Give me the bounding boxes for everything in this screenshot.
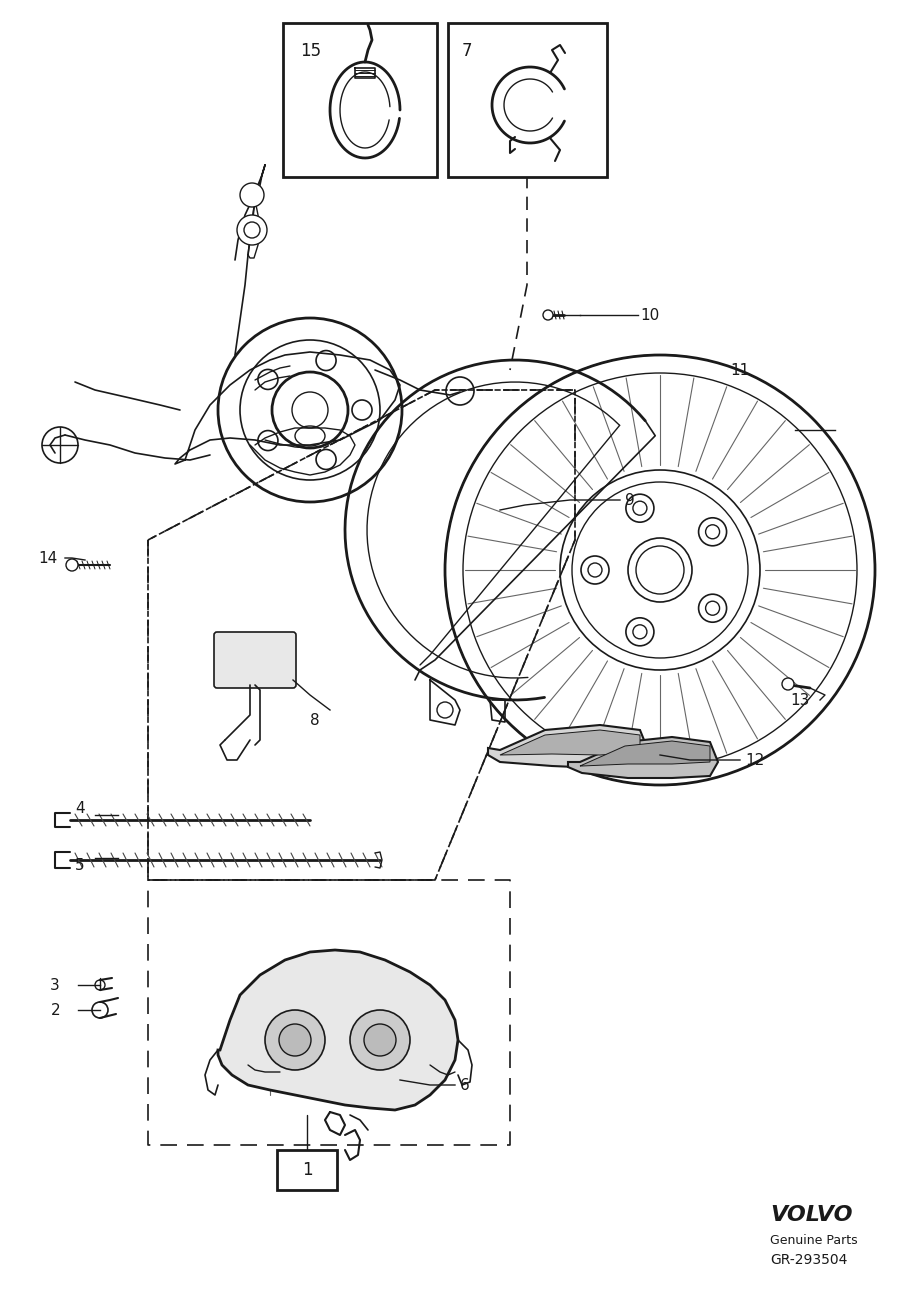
Text: 15: 15 bbox=[300, 42, 321, 60]
Text: GR-293504: GR-293504 bbox=[770, 1254, 847, 1267]
Text: 5: 5 bbox=[75, 857, 85, 873]
Circle shape bbox=[581, 556, 609, 585]
Circle shape bbox=[258, 369, 278, 390]
Circle shape bbox=[626, 494, 654, 522]
FancyBboxPatch shape bbox=[283, 23, 437, 177]
Text: 4: 4 bbox=[75, 800, 85, 816]
Circle shape bbox=[350, 1011, 410, 1070]
Text: VOLVO: VOLVO bbox=[770, 1205, 853, 1225]
Text: 3: 3 bbox=[50, 978, 60, 992]
Circle shape bbox=[699, 594, 727, 622]
Text: 12: 12 bbox=[745, 752, 765, 768]
Circle shape bbox=[265, 1011, 325, 1070]
Text: 7: 7 bbox=[462, 42, 473, 60]
Circle shape bbox=[782, 678, 794, 690]
Circle shape bbox=[92, 1002, 108, 1018]
Circle shape bbox=[240, 183, 264, 207]
Circle shape bbox=[699, 518, 727, 546]
Circle shape bbox=[95, 979, 105, 990]
Circle shape bbox=[66, 559, 78, 572]
Circle shape bbox=[316, 449, 336, 469]
Text: 10: 10 bbox=[640, 308, 660, 322]
Circle shape bbox=[352, 400, 372, 420]
Polygon shape bbox=[488, 725, 648, 768]
Circle shape bbox=[279, 1024, 311, 1056]
Circle shape bbox=[316, 351, 336, 370]
FancyBboxPatch shape bbox=[277, 1150, 337, 1190]
Circle shape bbox=[258, 430, 278, 451]
Polygon shape bbox=[218, 950, 458, 1111]
Text: 14: 14 bbox=[38, 551, 57, 565]
Polygon shape bbox=[500, 730, 640, 755]
FancyBboxPatch shape bbox=[448, 23, 607, 177]
Text: 11: 11 bbox=[730, 362, 749, 378]
Polygon shape bbox=[580, 740, 710, 766]
Text: 1: 1 bbox=[302, 1161, 313, 1179]
Text: 8: 8 bbox=[310, 712, 320, 727]
Circle shape bbox=[543, 310, 553, 320]
Circle shape bbox=[237, 216, 267, 246]
Text: 13: 13 bbox=[790, 692, 809, 708]
Circle shape bbox=[626, 618, 654, 646]
Text: 2: 2 bbox=[51, 1003, 60, 1017]
Polygon shape bbox=[568, 737, 718, 778]
Text: 9: 9 bbox=[625, 492, 635, 508]
FancyBboxPatch shape bbox=[214, 633, 296, 688]
Text: Genuine Parts: Genuine Parts bbox=[770, 1234, 858, 1247]
Text: 6: 6 bbox=[460, 1077, 469, 1092]
Circle shape bbox=[364, 1024, 396, 1056]
